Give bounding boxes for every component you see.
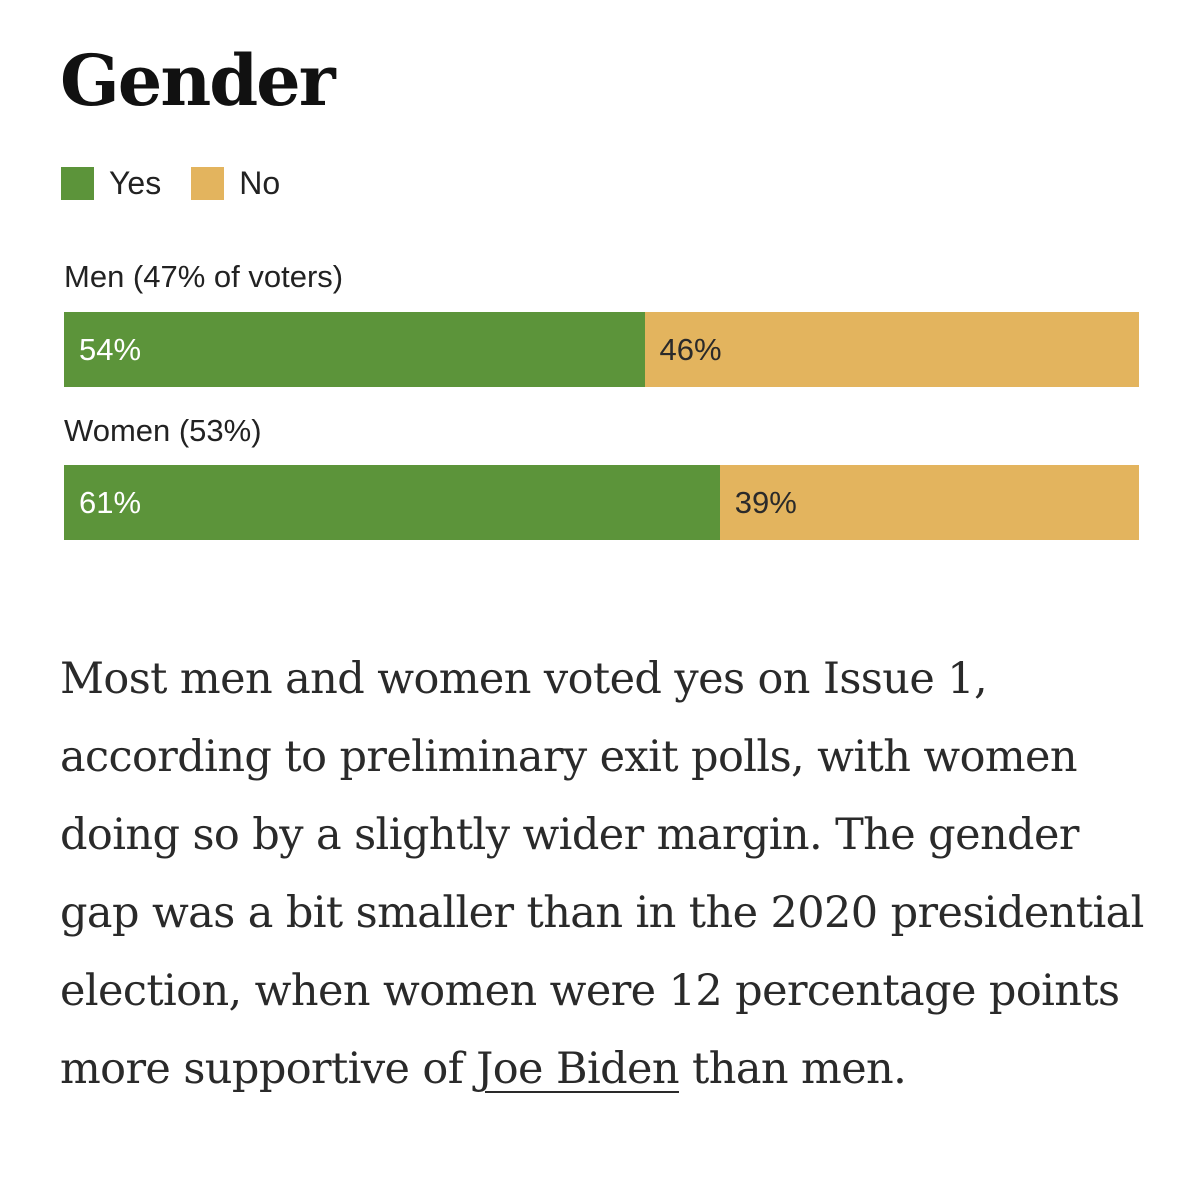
- legend-label-yes: Yes: [109, 164, 162, 201]
- legend-label-no: No: [239, 164, 281, 201]
- data-label-men-no: 46%: [659, 331, 722, 367]
- chart-title: Gender: [60, 39, 336, 122]
- row-label-men: Men (47% of voters): [64, 259, 344, 294]
- joe-biden-link[interactable]: Joe Biden: [476, 1044, 679, 1094]
- chart-legend: Yes No: [61, 164, 310, 202]
- data-label-men-yes: 54%: [79, 331, 142, 367]
- legend-swatch-yes: [61, 166, 94, 200]
- bar-segment-women-yes: 61%: [64, 465, 720, 540]
- data-label-women-yes: 61%: [79, 484, 142, 520]
- legend-item-yes: Yes: [61, 165, 161, 202]
- paragraph-text-end: than men.: [678, 1044, 907, 1094]
- paragraph-text: Most men and women voted yes on Issue 1,…: [60, 654, 1144, 1094]
- bar-women: 61% 39%: [64, 465, 1139, 540]
- bar-men: 54% 46%: [64, 312, 1139, 387]
- data-label-women-no: 39%: [734, 484, 797, 520]
- legend-item-no: No: [191, 165, 280, 202]
- row-label-women: Women (53%): [64, 413, 262, 448]
- body-paragraph: Most men and women voted yes on Issue 1,…: [60, 640, 1150, 1108]
- bar-segment-men-no: 46%: [644, 312, 1139, 387]
- bar-segment-men-yes: 54%: [64, 312, 645, 387]
- legend-swatch-no: [191, 166, 225, 200]
- bar-segment-women-no: 39%: [719, 465, 1139, 540]
